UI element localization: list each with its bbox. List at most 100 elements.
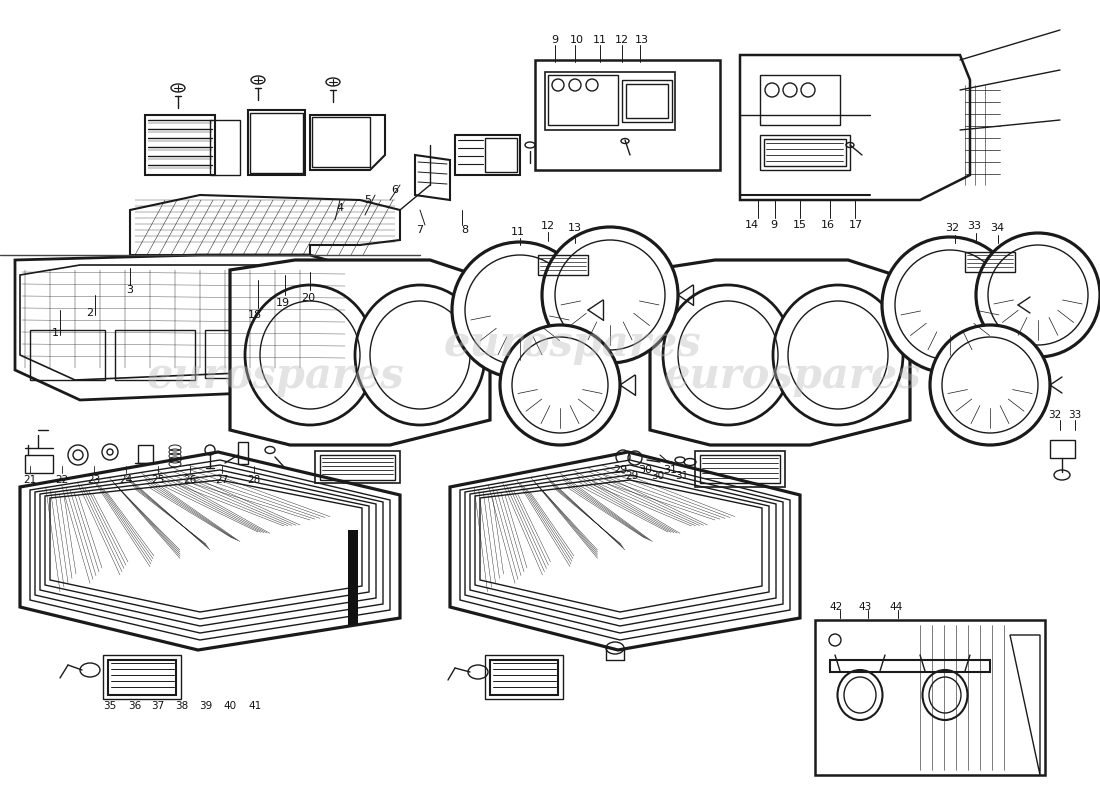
Text: 40: 40	[223, 701, 236, 711]
Polygon shape	[230, 260, 490, 445]
Polygon shape	[475, 475, 769, 619]
Ellipse shape	[663, 285, 793, 425]
Ellipse shape	[355, 285, 485, 425]
Text: 17: 17	[849, 220, 864, 230]
Text: 33: 33	[1068, 410, 1081, 420]
Bar	[760, 135, 850, 170]
Text: 9: 9	[770, 220, 778, 230]
Text: 38: 38	[175, 701, 188, 711]
Bar	[700, 455, 780, 483]
Text: 12: 12	[541, 221, 556, 231]
Ellipse shape	[773, 285, 903, 425]
Text: 31: 31	[675, 471, 689, 481]
Text: 19: 19	[276, 298, 290, 308]
Bar	[103, 655, 182, 699]
Text: 37: 37	[152, 701, 165, 711]
Bar	[626, 84, 668, 118]
Text: 5: 5	[364, 195, 372, 205]
Bar	[965, 252, 1015, 272]
Text: 11: 11	[593, 35, 607, 45]
Text: 6: 6	[392, 185, 398, 195]
Bar	[312, 117, 370, 167]
Text: 32: 32	[945, 223, 959, 233]
Circle shape	[542, 227, 678, 363]
Bar	[1050, 440, 1075, 458]
Circle shape	[976, 233, 1100, 357]
Text: 30: 30	[638, 465, 652, 475]
Text: 20: 20	[301, 293, 315, 303]
Text: 44: 44	[890, 602, 903, 612]
Text: 9: 9	[551, 35, 559, 45]
Text: 15: 15	[793, 220, 807, 230]
Text: 13: 13	[568, 223, 582, 233]
Bar	[485, 655, 563, 699]
Text: 41: 41	[249, 701, 262, 711]
Text: 26: 26	[184, 475, 197, 485]
Polygon shape	[40, 470, 376, 626]
Bar	[695, 451, 785, 487]
Text: 29: 29	[613, 465, 627, 475]
Bar	[535, 60, 720, 170]
Text: 25: 25	[152, 475, 165, 485]
Bar	[238, 442, 248, 464]
Bar	[138, 445, 153, 463]
Ellipse shape	[245, 285, 375, 425]
Text: eurospares: eurospares	[663, 355, 921, 397]
Text: 3: 3	[126, 285, 133, 295]
Polygon shape	[35, 465, 383, 633]
Bar	[315, 451, 400, 483]
Bar	[30, 330, 105, 380]
Text: 36: 36	[129, 701, 142, 711]
Text: 29: 29	[626, 471, 639, 481]
Text: 18: 18	[248, 310, 262, 320]
Text: 27: 27	[216, 475, 229, 485]
Text: 11: 11	[512, 227, 525, 237]
Bar	[210, 120, 240, 175]
Bar	[320, 455, 395, 480]
Text: 10: 10	[570, 35, 584, 45]
Text: 13: 13	[635, 35, 649, 45]
Text: 4: 4	[337, 203, 343, 213]
Bar	[455, 135, 520, 175]
Text: 35: 35	[103, 701, 117, 711]
Text: 7: 7	[417, 225, 424, 235]
Circle shape	[882, 237, 1018, 373]
Bar	[548, 75, 618, 125]
Text: 12: 12	[615, 35, 629, 45]
Bar	[485, 138, 517, 172]
Text: 1: 1	[52, 328, 58, 338]
Bar	[830, 660, 990, 672]
Text: 23: 23	[87, 475, 100, 485]
Text: 28: 28	[248, 475, 261, 485]
Circle shape	[452, 242, 588, 378]
Text: 39: 39	[199, 701, 212, 711]
Bar	[348, 530, 358, 625]
Bar	[250, 113, 303, 173]
Text: 43: 43	[858, 602, 871, 612]
Circle shape	[930, 325, 1050, 445]
Text: 2: 2	[87, 308, 94, 318]
Circle shape	[500, 325, 620, 445]
Text: 24: 24	[120, 475, 133, 485]
Polygon shape	[470, 470, 776, 626]
Polygon shape	[30, 460, 390, 640]
Polygon shape	[465, 465, 783, 633]
Text: 30: 30	[651, 471, 664, 481]
Bar	[544, 72, 675, 130]
Text: 22: 22	[55, 475, 68, 485]
Bar	[760, 75, 840, 125]
Bar	[764, 139, 846, 166]
Bar	[538, 255, 588, 275]
Text: 33: 33	[967, 221, 981, 231]
Polygon shape	[45, 475, 369, 619]
Bar	[116, 330, 195, 380]
Polygon shape	[460, 460, 790, 640]
Polygon shape	[50, 480, 362, 612]
Text: 21: 21	[23, 475, 36, 485]
Bar	[621, 80, 672, 122]
Text: eurospares: eurospares	[146, 355, 404, 397]
Bar	[205, 330, 295, 378]
Text: 42: 42	[829, 602, 843, 612]
Text: 8: 8	[461, 225, 469, 235]
Text: 32: 32	[1048, 410, 1062, 420]
